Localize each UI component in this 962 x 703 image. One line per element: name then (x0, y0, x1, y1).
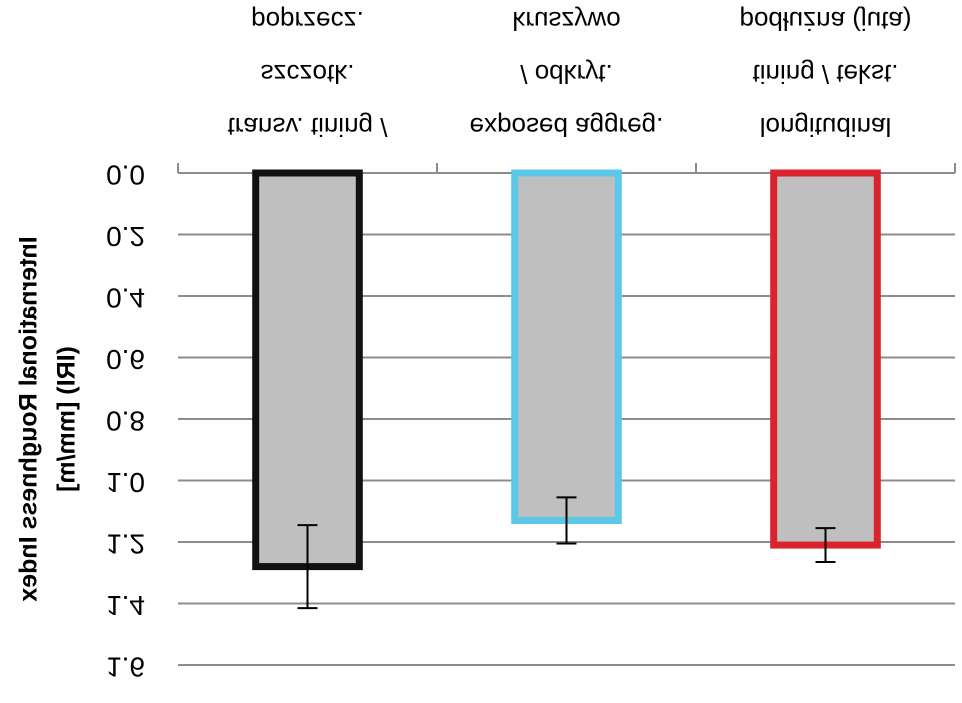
bar (252, 169, 363, 571)
bar (770, 169, 881, 549)
y-tick-label: 0.6 (106, 344, 145, 375)
x-tick-label: tining / tekst. (753, 59, 899, 89)
y-tick-label: 1.2 (106, 529, 145, 560)
x-tick-label: / odkryt. (520, 59, 612, 89)
x-tick-label: poprzecz. (251, 6, 364, 36)
bar (511, 169, 622, 524)
x-tick-label: szczotk. (261, 59, 355, 89)
y-tick-label: 1.4 (106, 590, 145, 621)
y-tick-label: 1.0 (106, 467, 145, 498)
x-tick-label: transv. tining / (228, 112, 389, 142)
y-tick-label: 0.0 (106, 160, 145, 191)
y-axis-title: International Roughness Index (15, 236, 43, 601)
y-tick-label: 1.6 (106, 652, 145, 683)
x-tick-label: podłużna (juta) (740, 6, 912, 36)
y-axis-title: (IRI) [mm/m] (53, 346, 81, 492)
y-tick-label: 0.4 (106, 283, 145, 314)
plot-group: 0.0 0.2 0.4 0.6 0.8 1.0 1.2 1.4 1.6 International… (15, 6, 956, 683)
y-tick-label: 0.8 (106, 406, 145, 437)
y-tick-label: 0.2 (106, 221, 145, 252)
x-tick-label: exposed aggreg. (470, 112, 664, 142)
x-tick-label: longitudinal (760, 112, 892, 142)
x-tick-label: kruszywo (512, 6, 620, 36)
